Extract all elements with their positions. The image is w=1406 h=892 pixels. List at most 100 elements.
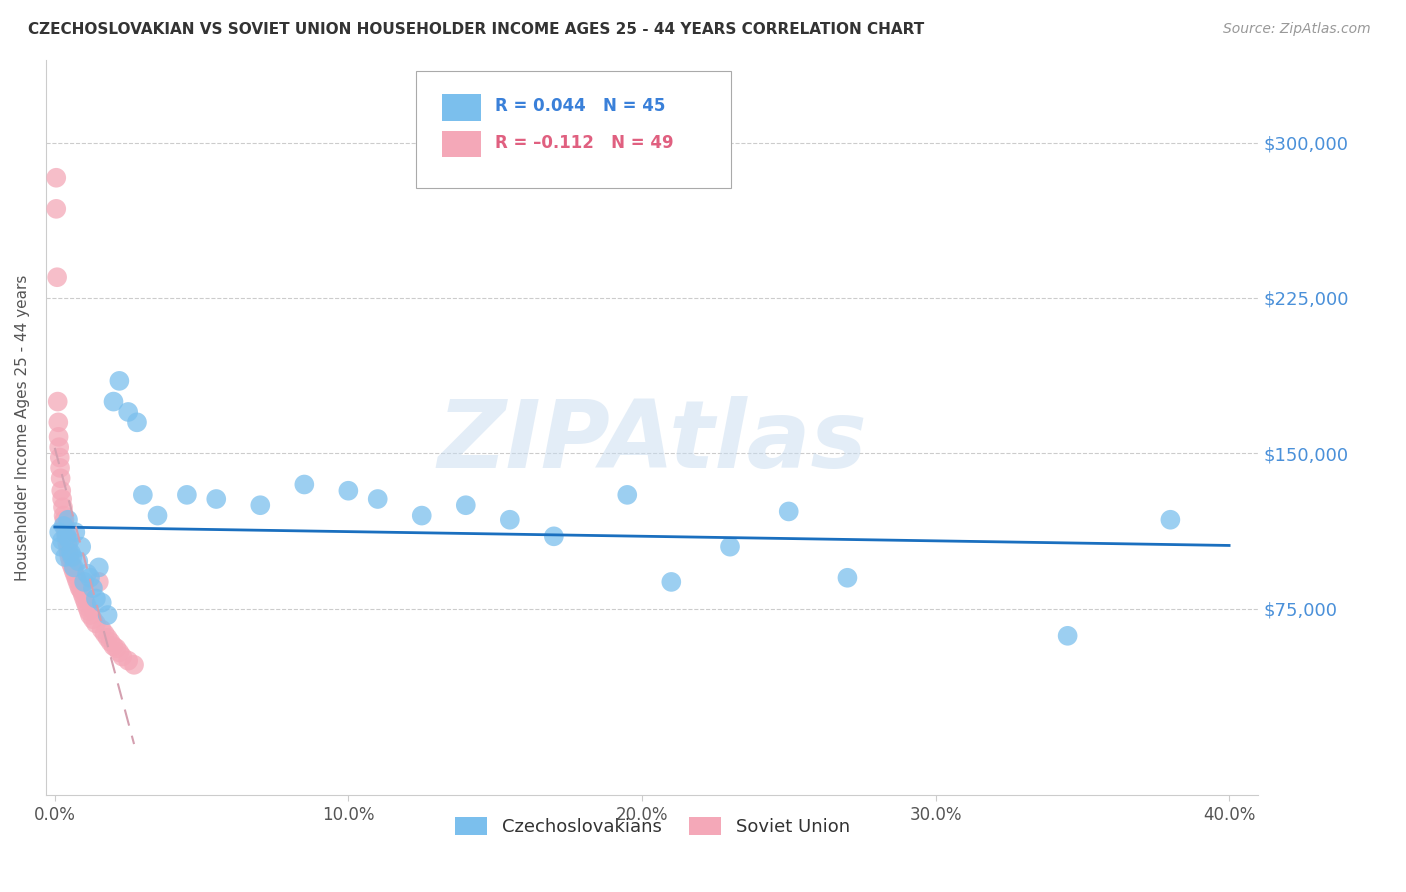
Point — [108, 645, 131, 659]
Point — [205, 491, 228, 506]
Point — [84, 591, 107, 606]
Point — [49, 471, 72, 485]
Point — [90, 596, 112, 610]
Point — [103, 394, 125, 409]
Point — [49, 540, 72, 554]
Point — [67, 577, 90, 591]
Point — [70, 583, 93, 598]
Point — [82, 612, 104, 626]
Point — [51, 483, 73, 498]
Point — [49, 461, 72, 475]
Point — [84, 616, 107, 631]
Point — [411, 508, 433, 523]
Text: R = –0.112   N = 49: R = –0.112 N = 49 — [495, 134, 673, 152]
Point — [51, 491, 73, 506]
Point — [76, 566, 98, 581]
Y-axis label: Householder Income Ages 25 - 44 years: Householder Income Ages 25 - 44 years — [15, 275, 30, 581]
Point — [108, 374, 131, 388]
Point — [53, 519, 76, 533]
Point — [718, 540, 741, 554]
Point — [45, 170, 67, 185]
Point — [111, 649, 134, 664]
Point — [46, 394, 69, 409]
Point — [79, 608, 101, 623]
Point — [778, 504, 800, 518]
Point — [63, 565, 86, 579]
Legend: Czechoslovakians, Soviet Union: Czechoslovakians, Soviet Union — [446, 808, 859, 846]
Point — [45, 202, 67, 216]
Point — [125, 415, 148, 429]
Point — [56, 535, 79, 549]
Point — [55, 529, 77, 543]
Point — [117, 654, 139, 668]
Point — [117, 405, 139, 419]
Point — [77, 604, 100, 618]
FancyBboxPatch shape — [443, 95, 481, 120]
Point — [616, 488, 638, 502]
Point — [58, 549, 80, 564]
Point — [46, 270, 69, 285]
Point — [52, 519, 75, 533]
Point — [337, 483, 360, 498]
Point — [132, 488, 155, 502]
Point — [69, 581, 91, 595]
Text: Source: ZipAtlas.com: Source: ZipAtlas.com — [1223, 22, 1371, 37]
Point — [58, 533, 80, 548]
Point — [97, 631, 120, 645]
Point — [105, 641, 128, 656]
Point — [52, 500, 75, 515]
Point — [63, 560, 86, 574]
Point — [292, 477, 315, 491]
Point — [55, 525, 77, 540]
Point — [56, 513, 79, 527]
Point — [97, 608, 120, 623]
FancyBboxPatch shape — [416, 70, 731, 188]
Point — [51, 533, 73, 548]
Point — [76, 599, 98, 614]
Point — [59, 546, 82, 560]
Point — [49, 450, 72, 465]
Point — [53, 513, 76, 527]
Point — [87, 574, 110, 589]
Point — [176, 488, 198, 502]
Point — [659, 574, 682, 589]
Point — [122, 657, 145, 672]
Point — [46, 415, 69, 429]
Text: ZIPAtlas: ZIPAtlas — [437, 396, 868, 488]
Point — [103, 639, 125, 653]
Point — [79, 571, 101, 585]
Point — [48, 525, 70, 540]
Point — [543, 529, 565, 543]
Point — [73, 591, 96, 606]
Point — [93, 626, 115, 640]
FancyBboxPatch shape — [443, 131, 481, 158]
Point — [837, 571, 859, 585]
Point — [56, 540, 79, 554]
Point — [59, 556, 82, 570]
Text: CZECHOSLOVAKIAN VS SOVIET UNION HOUSEHOLDER INCOME AGES 25 - 44 YEARS CORRELATIO: CZECHOSLOVAKIAN VS SOVIET UNION HOUSEHOL… — [28, 22, 924, 37]
Point — [52, 508, 75, 523]
Point — [75, 596, 97, 610]
Point — [58, 546, 80, 560]
Point — [1056, 629, 1078, 643]
Point — [73, 574, 96, 589]
Point — [66, 573, 89, 587]
Point — [55, 529, 77, 543]
Point — [146, 508, 169, 523]
Point — [72, 587, 94, 601]
Point — [367, 491, 389, 506]
Text: R = 0.044   N = 45: R = 0.044 N = 45 — [495, 97, 665, 115]
Point — [48, 440, 70, 454]
Point — [60, 560, 83, 574]
Point — [82, 581, 104, 595]
Point — [60, 549, 83, 564]
Point — [65, 568, 87, 582]
Point — [249, 498, 271, 512]
Point — [499, 513, 522, 527]
Point — [454, 498, 477, 512]
Point — [48, 430, 70, 444]
Point — [1159, 513, 1181, 527]
Point — [100, 635, 122, 649]
Point — [53, 549, 76, 564]
Point — [70, 540, 93, 554]
